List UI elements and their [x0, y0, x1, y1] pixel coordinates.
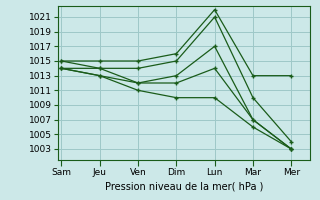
X-axis label: Pression niveau de la mer( hPa ): Pression niveau de la mer( hPa ): [105, 182, 263, 192]
